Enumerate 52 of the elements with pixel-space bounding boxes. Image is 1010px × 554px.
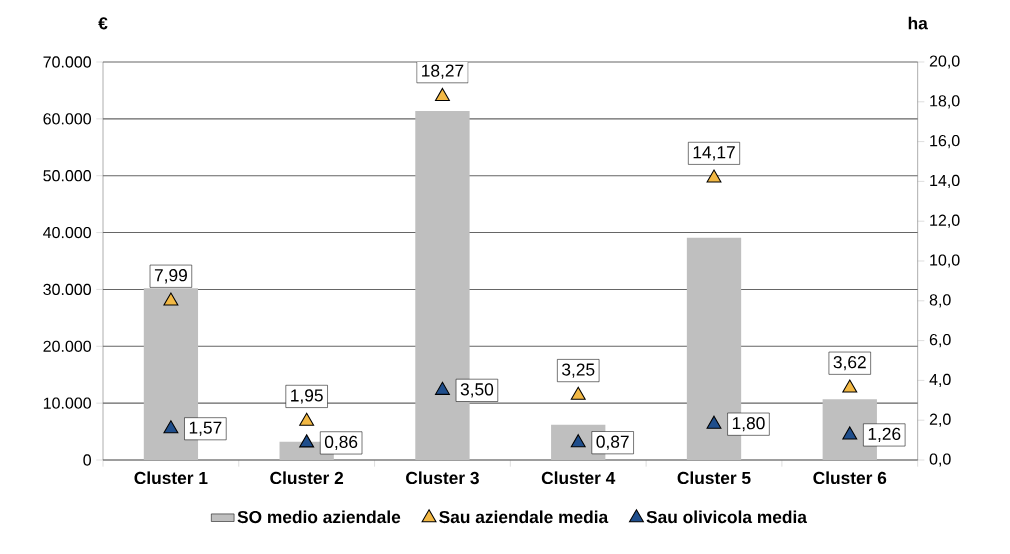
point <box>163 420 179 434</box>
point <box>706 169 722 183</box>
x-tick-label: Cluster 4 <box>541 471 616 485</box>
x-tick-label: Cluster 3 <box>406 471 479 485</box>
y-tick-label: 20.000 <box>43 340 91 352</box>
point <box>570 386 586 400</box>
x-tick-label: Cluster 5 <box>677 471 751 485</box>
y2-tick-label: 2,0 <box>929 413 951 427</box>
y-axis-title: € <box>98 17 108 30</box>
y2-tick-label: 16,0 <box>930 134 960 149</box>
y2-tick-label: 20,0 <box>929 55 960 69</box>
x-tick-label: Cluster 1 <box>134 471 208 485</box>
point <box>299 412 315 426</box>
data-label: 0,86 <box>324 435 358 451</box>
data-label: 3,62 <box>833 356 866 371</box>
x-tick-label: Cluster 2 <box>270 471 344 485</box>
y2-tick-label: 0,0 <box>929 453 951 467</box>
point <box>163 292 179 306</box>
point <box>299 434 315 448</box>
y-tick-label: 10.000 <box>43 397 91 409</box>
data-label: 1,80 <box>732 417 765 432</box>
data-label: 1,95 <box>291 389 323 404</box>
point <box>434 381 450 395</box>
y2-tick-label: 4,0 <box>929 373 951 388</box>
x-tick-label: Cluster 6 <box>813 471 887 485</box>
data-label: 0,87 <box>596 435 629 450</box>
y-tick-label: 30.000 <box>43 283 91 296</box>
y2-tick-label: 10,0 <box>930 254 960 268</box>
y2-axis-title: ha <box>908 16 928 30</box>
data-label: 3,50 <box>460 383 494 398</box>
data-label: 1,57 <box>189 421 222 436</box>
point <box>706 415 722 429</box>
y2-tick-label: 6,0 <box>929 334 951 348</box>
y-tick-label: 0 <box>83 454 92 466</box>
y2-tick-label: 12,0 <box>930 214 960 228</box>
y-tick-label: 40.000 <box>43 226 91 239</box>
point <box>842 379 858 393</box>
y2-tick-label: 14,0 <box>930 174 960 189</box>
y2-tick-label: 8,0 <box>929 294 951 308</box>
y-tick-label: 60.000 <box>43 113 91 125</box>
data-label: 18,27 <box>422 64 464 79</box>
data-label: 3,25 <box>562 363 595 378</box>
legend-label: Sau olivicola media <box>646 510 808 524</box>
data-label: 1,26 <box>868 427 901 443</box>
y2-tick-label: 18,0 <box>930 95 960 109</box>
legend-label: SO medio aziendale <box>237 510 401 524</box>
data-label: 7,99 <box>154 269 187 284</box>
y-tick-label: 70.000 <box>43 56 91 68</box>
point <box>434 87 450 101</box>
data-label: 14,17 <box>693 146 735 161</box>
legend-label: Sau aziendale media <box>439 510 609 524</box>
y-tick-label: 50.000 <box>43 170 91 182</box>
